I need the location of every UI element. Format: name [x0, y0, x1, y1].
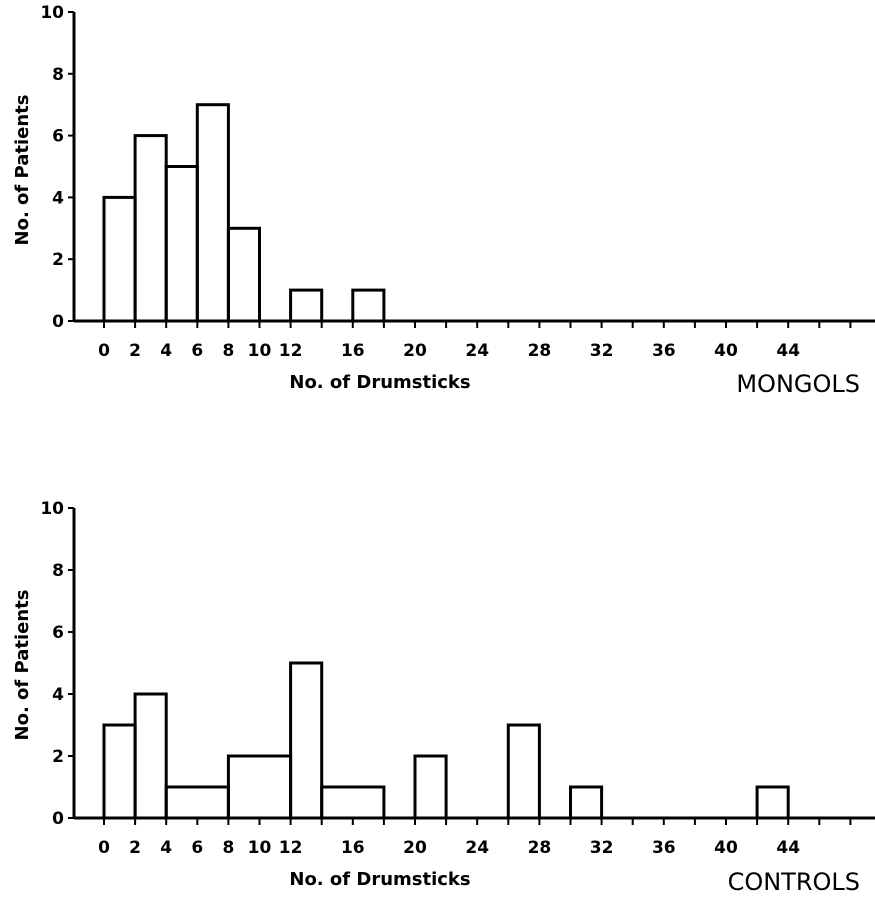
x-tick-label: 4 — [160, 838, 172, 858]
histogram-bar — [226, 754, 293, 820]
histogram-bar — [133, 692, 168, 820]
x-tick-label: 44 — [776, 341, 800, 361]
x-tick-label: 12 — [279, 838, 303, 858]
y-tick-label: 2 — [52, 250, 64, 270]
y-tick-label: 10 — [40, 499, 64, 519]
histogram-bar — [289, 661, 324, 820]
y-tick-label: 0 — [52, 809, 64, 829]
y-tick-label: 8 — [52, 65, 64, 85]
x-tick-label: 6 — [191, 838, 203, 858]
y-tick-label: 2 — [52, 747, 64, 767]
histogram-bar — [413, 754, 448, 820]
x-tick-label: 16 — [341, 341, 365, 361]
x-tick-label: 24 — [465, 838, 489, 858]
x-tick-label: 16 — [341, 838, 365, 858]
x-tick-label: 36 — [652, 838, 676, 858]
x-tick-label: 36 — [652, 341, 676, 361]
histogram-bar — [320, 785, 386, 820]
x-tick-label: 0 — [98, 838, 110, 858]
y-tick-label: 6 — [52, 623, 64, 643]
y-tick-label: 6 — [52, 127, 64, 147]
x-tick-label: 28 — [528, 341, 552, 361]
y-tick-label: 10 — [40, 3, 64, 23]
x-tick-label: 28 — [528, 838, 552, 858]
y-tick-label: 4 — [52, 685, 64, 705]
x-tick-label: 6 — [191, 341, 203, 361]
histogram-bar — [164, 165, 199, 323]
histogram-bar — [755, 785, 790, 820]
x-tick-label: 10 — [248, 341, 272, 361]
x-tick-label: 20 — [403, 838, 427, 858]
x-tick-label: 44 — [776, 838, 800, 858]
y-tick-label: 4 — [52, 188, 64, 208]
y-tick-label: 8 — [52, 561, 64, 581]
x-tick-label: 8 — [222, 341, 234, 361]
histogram-bar — [351, 288, 386, 323]
x-tick-label: 8 — [222, 838, 234, 858]
histogram-bar — [226, 226, 261, 323]
histogram-bar — [102, 723, 137, 820]
histogram-bar — [506, 723, 541, 820]
x-tick-label: 32 — [590, 838, 614, 858]
x-axis-title: No. of Drumsticks — [289, 869, 470, 890]
histogram-bar — [289, 288, 324, 323]
x-tick-label: 24 — [465, 341, 489, 361]
histogram-bar — [133, 134, 168, 323]
panel-label: MONGOLS — [736, 370, 860, 398]
x-tick-label: 2 — [129, 838, 141, 858]
x-tick-label: 40 — [714, 341, 738, 361]
histogram-bar — [569, 785, 604, 820]
panel-label: CONTROLS — [728, 868, 860, 896]
histogram-bar — [195, 103, 230, 323]
x-tick-label: 4 — [160, 341, 172, 361]
x-tick-label: 0 — [98, 341, 110, 361]
x-tick-label: 12 — [279, 341, 303, 361]
histogram-bar — [164, 785, 230, 820]
y-tick-label: 0 — [52, 312, 64, 332]
y-axis-title: No. of Patients — [12, 95, 33, 246]
histogram-bar — [102, 195, 137, 323]
x-tick-label: 2 — [129, 341, 141, 361]
x-axis-title: No. of Drumsticks — [289, 372, 470, 393]
x-tick-label: 20 — [403, 341, 427, 361]
x-tick-label: 10 — [248, 838, 272, 858]
x-tick-label: 40 — [714, 838, 738, 858]
y-axis-title: No. of Patients — [12, 590, 33, 741]
x-tick-label: 32 — [590, 341, 614, 361]
